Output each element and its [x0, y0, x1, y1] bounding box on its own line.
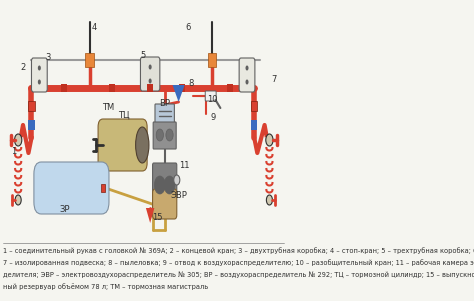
- FancyBboxPatch shape: [98, 119, 147, 171]
- FancyBboxPatch shape: [153, 189, 177, 219]
- Polygon shape: [146, 208, 155, 223]
- Bar: [147, 84, 153, 92]
- Bar: [251, 101, 257, 111]
- FancyBboxPatch shape: [31, 58, 47, 92]
- Bar: [61, 84, 67, 92]
- Text: 7 – изолированная подвеска; 8 – пылеловка; 9 – отвод к воздухораспределителю; 10: 7 – изолированная подвеска; 8 – пылеловк…: [3, 259, 474, 266]
- Text: ТЦ: ТЦ: [118, 110, 130, 119]
- Circle shape: [246, 66, 248, 70]
- Text: 15: 15: [152, 213, 163, 222]
- Bar: [227, 84, 233, 92]
- Text: 5: 5: [141, 51, 146, 60]
- Circle shape: [38, 79, 41, 85]
- Text: ЗР: ЗР: [59, 206, 69, 215]
- Circle shape: [266, 195, 273, 205]
- Bar: [179, 84, 185, 92]
- Ellipse shape: [136, 127, 149, 163]
- Circle shape: [15, 195, 21, 205]
- FancyBboxPatch shape: [140, 57, 160, 91]
- Text: 6: 6: [185, 23, 191, 32]
- Text: 2: 2: [20, 64, 26, 73]
- Circle shape: [174, 175, 180, 185]
- Text: 11: 11: [179, 160, 189, 169]
- Bar: [28, 101, 35, 111]
- Text: 1: 1: [11, 147, 16, 157]
- Text: ЭВР: ЭВР: [170, 191, 187, 200]
- Text: ВР: ВР: [159, 100, 170, 108]
- Circle shape: [166, 129, 173, 141]
- Text: 8: 8: [188, 79, 193, 88]
- Circle shape: [246, 79, 248, 85]
- FancyBboxPatch shape: [205, 91, 216, 101]
- FancyBboxPatch shape: [34, 162, 109, 214]
- FancyBboxPatch shape: [155, 104, 174, 124]
- Bar: [100, 184, 105, 192]
- Circle shape: [149, 64, 152, 70]
- Polygon shape: [173, 85, 185, 102]
- Text: делителя; ЭВР – электровоздухораспределитель № 305; ВР – воздухораспределитель №: делителя; ЭВР – электровоздухораспредели…: [3, 271, 474, 278]
- Bar: [251, 120, 257, 130]
- Circle shape: [156, 129, 164, 141]
- Text: ТМ: ТМ: [101, 103, 114, 111]
- Text: 7: 7: [271, 76, 276, 85]
- Text: 1 – соединительный рукав с головкой № 369А; 2 – концевой кран; 3 – двухтрубная к: 1 – соединительный рукав с головкой № 36…: [3, 247, 474, 254]
- Text: ный резервуар объёмом 78 л; ТМ – тормозная магистраль: ный резервуар объёмом 78 л; ТМ – тормозн…: [3, 283, 208, 290]
- FancyBboxPatch shape: [153, 122, 176, 149]
- Bar: [208, 53, 216, 67]
- Circle shape: [38, 66, 41, 70]
- Circle shape: [149, 79, 152, 83]
- Text: 4: 4: [91, 23, 97, 33]
- Circle shape: [164, 176, 175, 194]
- Circle shape: [15, 134, 22, 146]
- Text: 10: 10: [207, 95, 217, 104]
- Circle shape: [266, 134, 273, 146]
- Text: 3: 3: [46, 54, 51, 63]
- FancyBboxPatch shape: [239, 58, 255, 92]
- Bar: [85, 53, 94, 67]
- Circle shape: [155, 176, 165, 194]
- FancyBboxPatch shape: [153, 163, 177, 197]
- Bar: [109, 84, 115, 92]
- Text: 9: 9: [210, 113, 216, 122]
- Bar: [28, 120, 35, 130]
